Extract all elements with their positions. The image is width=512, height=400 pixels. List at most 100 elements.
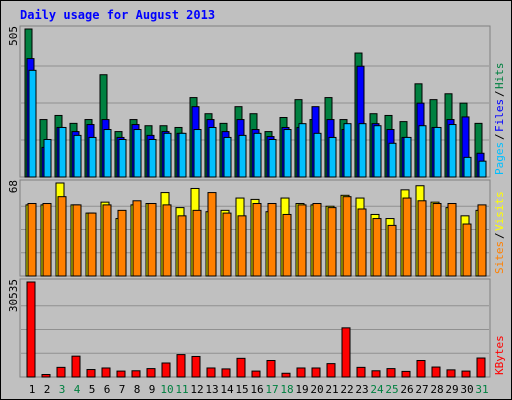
pages-bar-day-24 (373, 125, 382, 178)
pages-bar-day-25 (388, 142, 397, 178)
panel-1-ymax-label: 505 (7, 26, 20, 46)
sites-bar-day-20 (312, 203, 322, 277)
kbytes-bar-day-4 (71, 355, 81, 378)
panel-3-legend: KBytes (493, 335, 506, 375)
kbytes-bar-day-22 (341, 327, 351, 378)
pages-bar-day-7 (118, 138, 127, 178)
kbytes-bar-day-26 (401, 370, 411, 378)
pages-bar-day-3 (58, 126, 67, 178)
kbytes-bar-day-3 (56, 366, 66, 378)
sites-bar-day-11 (177, 215, 187, 277)
sites-bar-day-29 (447, 203, 457, 277)
sites-bar-day-30 (462, 223, 472, 277)
day-label-27: 27 (415, 383, 428, 396)
sites-bar-day-2 (42, 203, 52, 277)
sites-bar-day-9 (147, 203, 157, 277)
kbytes-bar-day-7 (116, 370, 126, 378)
kbytes-bar-day-29 (446, 369, 456, 378)
day-label-23: 23 (355, 383, 368, 396)
kbytes-bar-day-21 (326, 363, 336, 378)
sites-bar-day-27 (417, 200, 427, 277)
kbytes-bar-day-20 (311, 367, 321, 378)
day-label-6: 6 (104, 383, 111, 396)
pages-bar-day-17 (268, 138, 277, 178)
day-label-13: 13 (205, 383, 218, 396)
pages-bar-day-30 (463, 156, 472, 178)
pages-bar-day-1 (28, 69, 37, 178)
panel-3-bars (26, 281, 486, 378)
panel-3-frame (19, 278, 491, 378)
day-label-2: 2 (44, 383, 51, 396)
pages-bar-day-29 (448, 124, 457, 178)
sites-bar-day-5 (87, 212, 97, 277)
pages-bar-day-20 (313, 132, 322, 178)
day-label-8: 8 (134, 383, 141, 396)
day-label-18: 18 (280, 383, 293, 396)
sites-bar-day-7 (117, 209, 127, 277)
kbytes-bar-day-31 (476, 357, 486, 378)
kbytes-bar-day-16 (251, 370, 261, 378)
sites-bar-day-18 (282, 213, 292, 277)
day-label-17: 17 (265, 383, 278, 396)
pages-bar-day-19 (298, 123, 307, 178)
kbytes-bar-day-15 (236, 357, 246, 378)
sites-bar-day-16 (252, 203, 262, 277)
day-label-3: 3 (59, 383, 66, 396)
day-label-16: 16 (250, 383, 263, 396)
kbytes-bar-day-17 (266, 360, 276, 378)
sites-bar-day-23 (357, 208, 367, 277)
kbytes-bar-day-9 (146, 368, 156, 378)
kbytes-bar-day-28 (431, 366, 441, 378)
x-axis-day-labels: 1 2 3 4 5 6 7 8 9 10 11 12 13 14 15 16 17 18 19 20 21 22 23 24 2… (29, 383, 489, 396)
pages-bar-day-11 (178, 132, 187, 178)
pages-bar-day-4 (73, 134, 82, 178)
kbytes-bar-day-23 (356, 366, 366, 378)
pages-bar-day-13 (208, 126, 217, 178)
sites-bar-day-8 (132, 200, 142, 277)
kbytes-bar-day-8 (131, 370, 141, 378)
pages-bar-day-22 (343, 123, 352, 178)
kbytes-bar-day-11 (176, 354, 186, 378)
pages-bar-day-6 (103, 129, 112, 178)
chart-title: Daily usage for August 2013 (20, 8, 215, 22)
sites-bar-day-13 (207, 192, 217, 277)
panel-kbytes: 30535 KBytes (7, 278, 506, 378)
day-label-30: 30 (460, 383, 473, 396)
panel-hits-files-pages: 505 Pages/Files/Hits (7, 25, 506, 178)
sites-bar-day-24 (372, 218, 382, 277)
legend-hits: Hits (493, 63, 506, 90)
day-label-5: 5 (89, 383, 96, 396)
pages-bar-day-21 (328, 136, 337, 178)
sites-bar-day-15 (237, 215, 247, 277)
pages-bar-day-10 (163, 132, 172, 178)
sites-bar-day-21 (327, 207, 337, 277)
kbytes-bar-day-13 (206, 367, 216, 378)
kbytes-bar-day-5 (86, 369, 96, 378)
sites-bar-day-25 (387, 224, 397, 277)
pages-bar-day-18 (283, 129, 292, 178)
pages-bar-day-31 (478, 160, 487, 178)
kbytes-bar-day-27 (416, 360, 426, 378)
panel-2-legend: Sites /Visits (493, 191, 506, 274)
legend-kbytes: KBytes (493, 335, 506, 375)
sites-bar-day-28 (432, 203, 442, 277)
panel-1-legend: Pages/Files/Hits (493, 63, 506, 176)
day-label-15: 15 (235, 383, 248, 396)
legend-visits: Visits (493, 191, 506, 231)
panel-2-ymax-label: 68 (7, 180, 20, 193)
pages-bar-day-27 (418, 125, 427, 178)
day-label-4: 4 (74, 383, 81, 396)
legend-files: Files (493, 99, 506, 132)
legend-pages: Pages (493, 142, 506, 175)
kbytes-bar-day-1 (26, 281, 36, 378)
sites-bar-day-6 (102, 204, 112, 277)
day-label-9: 9 (149, 383, 156, 396)
day-label-20: 20 (310, 383, 323, 396)
day-label-14: 14 (220, 383, 234, 396)
sites-bar-day-31 (477, 204, 487, 277)
day-label-7: 7 (119, 383, 126, 396)
day-label-12: 12 (190, 383, 203, 396)
pages-bar-day-26 (403, 136, 412, 178)
sites-bar-day-10 (162, 204, 172, 277)
day-label-11: 11 (175, 383, 188, 396)
